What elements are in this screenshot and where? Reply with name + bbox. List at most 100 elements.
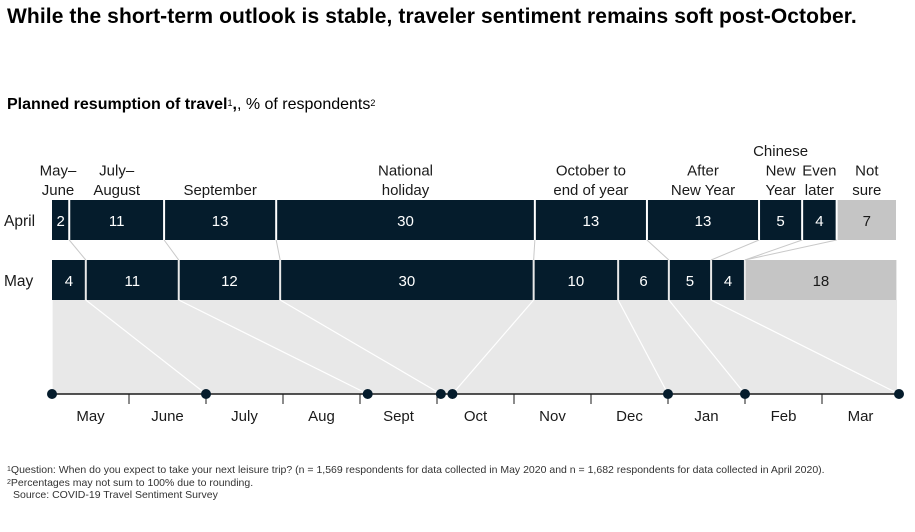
bar-value-label: 18 [813,273,830,290]
chart-subtitle: Planned resumption of travel1,, % of res… [7,95,375,115]
bar-value-label: 13 [583,213,600,230]
bar-segment [837,200,896,240]
subtitle-rest-sup: 2 [370,98,376,108]
bar-segment [52,260,85,300]
bar-segment [803,200,836,240]
timeline-month-label: July [231,408,258,425]
timeline-month-label: May [76,408,105,425]
timeline-month-label: Feb [771,408,797,425]
chart-title: While the short-term outlook is stable, … [7,5,857,28]
bar-segment [712,260,744,300]
footnote-2-sup: 2 [7,478,11,486]
timeline-month-label: Oct [464,408,488,425]
bar-value-label: 6 [639,273,647,290]
category-label: National [378,163,433,180]
category-label: May– [40,163,77,180]
category-label: July– [99,163,135,180]
connector-line [646,239,670,261]
connector-line [744,239,837,261]
category-label: end of year [553,182,628,199]
timeline-month-label: Mar [848,408,874,425]
category-label: Not [855,163,879,180]
timeline-month-label: June [151,408,184,425]
connector-line [275,239,281,261]
category-label: September [183,182,256,199]
timeline-month-label: Dec [616,408,643,425]
bar-segment [647,200,759,240]
bar-value-label: 30 [399,273,416,290]
timeline-marker [47,389,57,399]
projection-line [279,299,442,395]
row-label: May [4,273,34,290]
bar-value-label: 30 [397,213,414,230]
footnote-1: 1Question: When do you expect to take yo… [7,464,907,477]
bar-segment [165,200,276,240]
bar-segment [535,200,646,240]
category-label: holiday [382,182,430,199]
bar-segment [760,200,802,240]
bar-value-label: 2 [56,213,64,230]
projection-line [85,299,207,395]
connector-line [533,239,536,261]
footnote-1-text: Question: When do you expect to take you… [10,464,825,476]
category-label: October to [556,163,626,180]
footnotes: 1Question: When do you expect to take yo… [7,464,907,502]
projection-line [668,299,746,395]
bar-segment [619,260,668,300]
category-label: After [687,163,719,180]
projection-line [451,299,535,395]
bar-value-label: 10 [568,273,585,290]
timeline-marker [663,389,673,399]
category-label: Chinese [753,143,808,160]
bar-value-label: 4 [815,213,823,230]
bar-segment [669,260,711,300]
chart-svg: 2 11 13 30 13 13 5 4 7 April 4 11 12 30 10 6 5 4 18 May May–… [4,143,904,425]
bar-value-label: 5 [686,273,694,290]
footnote-2-text: Percentages may not sum to 100% due to r… [10,476,254,489]
category-label: Year [765,182,795,199]
subtitle-bold: Planned resumption of travel [7,96,228,113]
bar-value-label: 5 [776,213,784,230]
connector-line [163,239,180,261]
footnote-1-sup: 1 [7,466,11,473]
bar-value-label: 11 [109,213,125,230]
bar-segment [86,260,178,300]
timeline-month-label: Sept [383,408,415,425]
bar-segment [745,260,896,300]
bar-segment [277,200,534,240]
category-label: New [766,163,796,180]
bar-value-label: 12 [221,273,238,290]
subtitle-rest: , % of respondents [236,96,371,113]
timeline-marker [435,389,446,399]
background-area [52,300,897,394]
bar-value-label: 13 [212,213,229,230]
timeline-marker [201,389,211,399]
connector-line [744,239,803,261]
category-label: later [805,182,834,199]
projection-line [710,299,900,395]
footnote-2: 2Percentages may not sum to 100% due to … [7,477,907,490]
connector-line [710,239,760,261]
bar-segment [52,200,69,240]
timeline-month-label: Jan [694,408,718,425]
bar-segment [534,260,618,300]
bar-value-label: 4 [65,273,73,290]
timeline-marker [740,389,750,399]
subtitle-comma: , [232,96,237,113]
bar-segment [281,260,533,300]
bar-value-label: 11 [124,273,140,290]
timeline-month-label: Aug [308,408,335,425]
connector-line [68,239,87,261]
bar-value-label: 13 [695,213,712,230]
source-note: Source: COVID-19 Travel Sentiment Survey [13,489,218,501]
category-label: New Year [671,182,735,199]
bar-segment [70,200,164,240]
projection-line [178,299,368,395]
timeline-marker [894,389,904,399]
bar-value-label: 7 [863,213,871,230]
timeline-month-label: Nov [539,408,566,425]
bar-segment [179,260,280,300]
row-label: April [4,213,35,230]
category-label: August [93,182,141,199]
subtitle-bold-sup: 1 [227,98,233,108]
